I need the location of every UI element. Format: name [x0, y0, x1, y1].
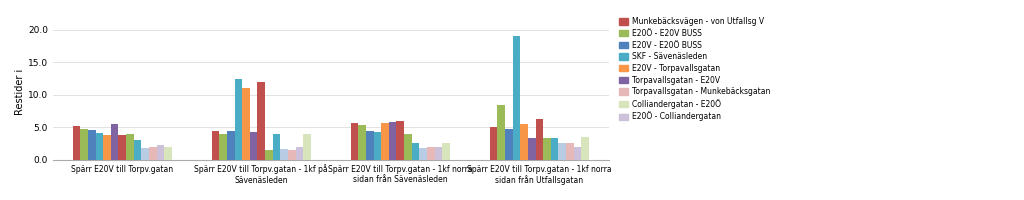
Bar	[73, 126, 80, 160]
Bar	[442, 143, 450, 160]
Bar	[88, 130, 95, 160]
Bar	[513, 36, 520, 160]
Bar	[427, 147, 435, 160]
Bar	[498, 105, 505, 160]
Bar	[536, 119, 543, 160]
Bar	[350, 123, 358, 160]
Bar	[558, 143, 566, 160]
Bar	[80, 129, 88, 160]
Bar	[164, 147, 172, 160]
Bar	[126, 134, 134, 160]
Bar	[134, 140, 141, 160]
Bar	[219, 134, 227, 160]
Bar	[288, 150, 296, 160]
Bar	[242, 88, 250, 160]
Bar	[582, 137, 589, 160]
Bar	[412, 143, 420, 160]
Bar	[543, 138, 551, 160]
Bar	[111, 124, 119, 160]
Bar	[389, 122, 396, 160]
Bar	[150, 147, 157, 160]
Bar	[374, 132, 381, 160]
Bar	[404, 134, 412, 160]
Bar	[505, 129, 513, 160]
Bar	[366, 131, 374, 160]
Bar	[234, 79, 242, 160]
Bar	[551, 138, 558, 160]
Bar	[566, 143, 573, 160]
Bar	[281, 149, 288, 160]
Bar	[119, 135, 126, 160]
Bar	[141, 148, 150, 160]
Bar	[420, 148, 427, 160]
Bar	[489, 127, 498, 160]
Bar	[527, 138, 536, 160]
Bar	[103, 135, 111, 160]
Y-axis label: Restider i: Restider i	[15, 68, 25, 115]
Bar	[520, 124, 527, 160]
Bar	[257, 82, 265, 160]
Bar	[296, 147, 303, 160]
Bar	[250, 132, 257, 160]
Bar	[265, 150, 272, 160]
Bar	[157, 145, 164, 160]
Bar	[95, 133, 103, 160]
Bar	[396, 121, 404, 160]
Legend: Munkebäcksvägen - von Utfallsg V, E20Ö - E20V BUSS, E20V - E20Ö BUSS, SKF - Säve: Munkebäcksvägen - von Utfallsg V, E20Ö -…	[618, 16, 771, 122]
Bar	[435, 147, 442, 160]
Bar	[573, 147, 582, 160]
Bar	[303, 134, 311, 160]
Bar	[272, 134, 281, 160]
Bar	[227, 131, 234, 160]
Bar	[212, 131, 219, 160]
Bar	[381, 123, 389, 160]
Bar	[358, 125, 366, 160]
